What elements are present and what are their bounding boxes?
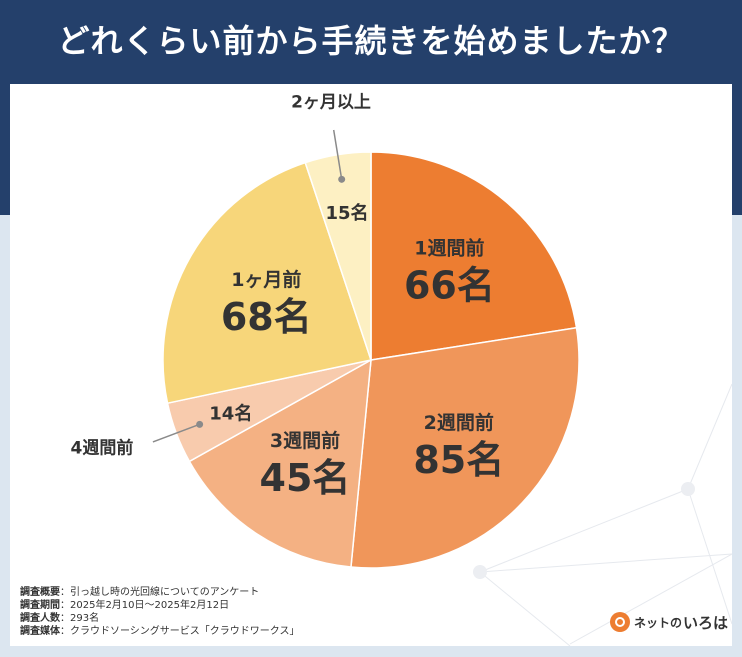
slice-label-5: 1ヶ月前 <box>231 268 301 291</box>
pie-slice-1 <box>370 151 578 361</box>
survey-media-label: 調査媒体 <box>20 626 60 637</box>
network-decoration <box>473 383 732 646</box>
slice-label-1: 1週間前 <box>414 236 484 259</box>
logo-prefix: ネットの <box>634 615 683 630</box>
slice-value-2: 85名 <box>413 438 504 482</box>
pie-chart: 1週間前 66名 2週間前 85名 3週間前 45名 14名 4週間前 1ヶ月前 68名 15名 2ヶ… <box>70 93 580 569</box>
chart-card: 1週間前 66名 2週間前 85名 3週間前 45名 14名 4週間前 1ヶ月前 68名 15名 2ヶ… <box>10 84 732 646</box>
survey-media: クラウドソーシングサービス「クラウドワークス」 <box>70 626 300 637</box>
chart-title: どれくらい前から手続きを始めましたか？ <box>57 22 685 60</box>
leader-dot-4 <box>196 420 204 428</box>
survey-period-label: 調査期間 <box>20 600 60 611</box>
survey-period: 2025年2月10日〜2025年2月12日 <box>70 600 230 611</box>
leader-line-6 <box>332 129 343 180</box>
pie-slice-2 <box>350 326 580 569</box>
survey-count-label: 調査人数 <box>20 613 60 624</box>
leader-line-4 <box>152 423 200 443</box>
slice-label-2: 2週間前 <box>424 411 494 434</box>
pie-slice-3 <box>188 358 372 568</box>
leader-dot-6 <box>338 175 346 183</box>
brand-logo: ネットの いろは <box>610 611 728 633</box>
slice-value-4: 14名 <box>209 403 252 425</box>
slice-value-5: 68名 <box>221 295 312 339</box>
logo-main: いろは <box>683 613 729 632</box>
pie-slice-5 <box>162 161 372 405</box>
slice-value-1: 66名 <box>404 263 495 307</box>
logo-icon <box>610 612 630 632</box>
slice-label-6: 2ヶ月以上 <box>291 93 371 113</box>
slice-label-4: 4週間前 <box>70 438 133 459</box>
survey-count: 293名 <box>70 613 100 624</box>
slice-value-6: 15名 <box>325 202 368 224</box>
survey-overview: 引っ越し時の光回線についてのアンケート <box>70 587 260 598</box>
slice-value-3: 45名 <box>260 456 351 500</box>
survey-notes: 調査概要：引っ越し時の光回線についてのアンケート 調査期間：2025年2月10日… <box>20 587 300 637</box>
slice-label-3: 3週間前 <box>270 429 340 452</box>
survey-overview-label: 調査概要 <box>20 587 60 598</box>
